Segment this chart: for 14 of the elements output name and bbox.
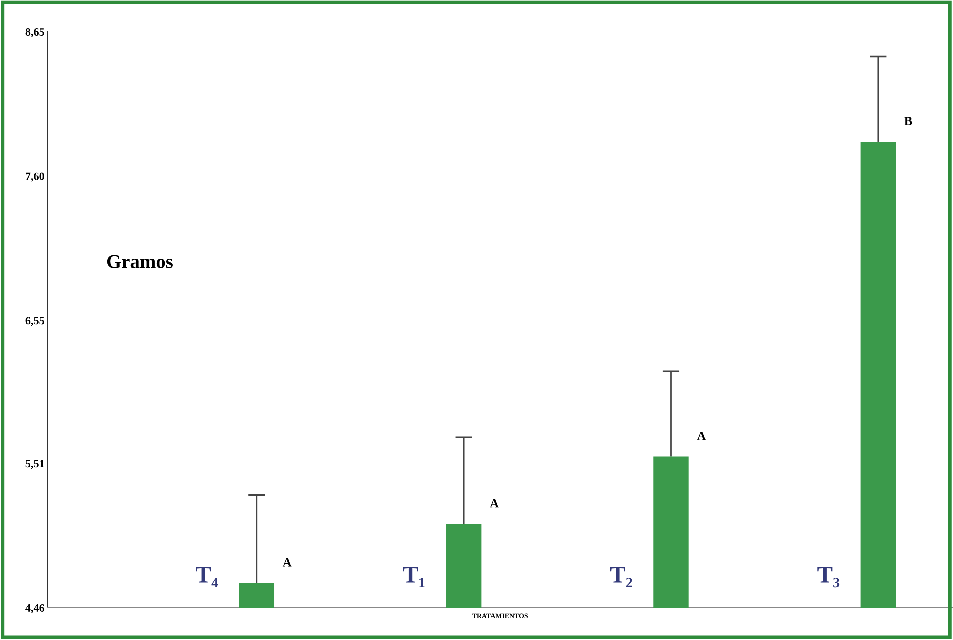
y-tick-label: 6,55 bbox=[26, 317, 44, 326]
annotation: A bbox=[697, 432, 706, 440]
annotation: A bbox=[490, 499, 499, 508]
x-tick-label: T₁ bbox=[403, 567, 425, 588]
y-tick-label: 7,60 bbox=[26, 172, 44, 182]
x-tick-label: T₃ bbox=[818, 567, 840, 588]
y-tick-label: 4,46 bbox=[26, 604, 45, 614]
annotation: B bbox=[904, 117, 912, 126]
annotation: A bbox=[282, 558, 292, 567]
y-tick-label: 5,51 bbox=[26, 460, 44, 470]
x-tick-label: T₂ bbox=[610, 567, 632, 588]
x-tick-label: T₄ bbox=[196, 567, 218, 588]
y-tick-label: 8,65 bbox=[26, 28, 44, 38]
y-axis-title: Gramos bbox=[107, 255, 173, 268]
